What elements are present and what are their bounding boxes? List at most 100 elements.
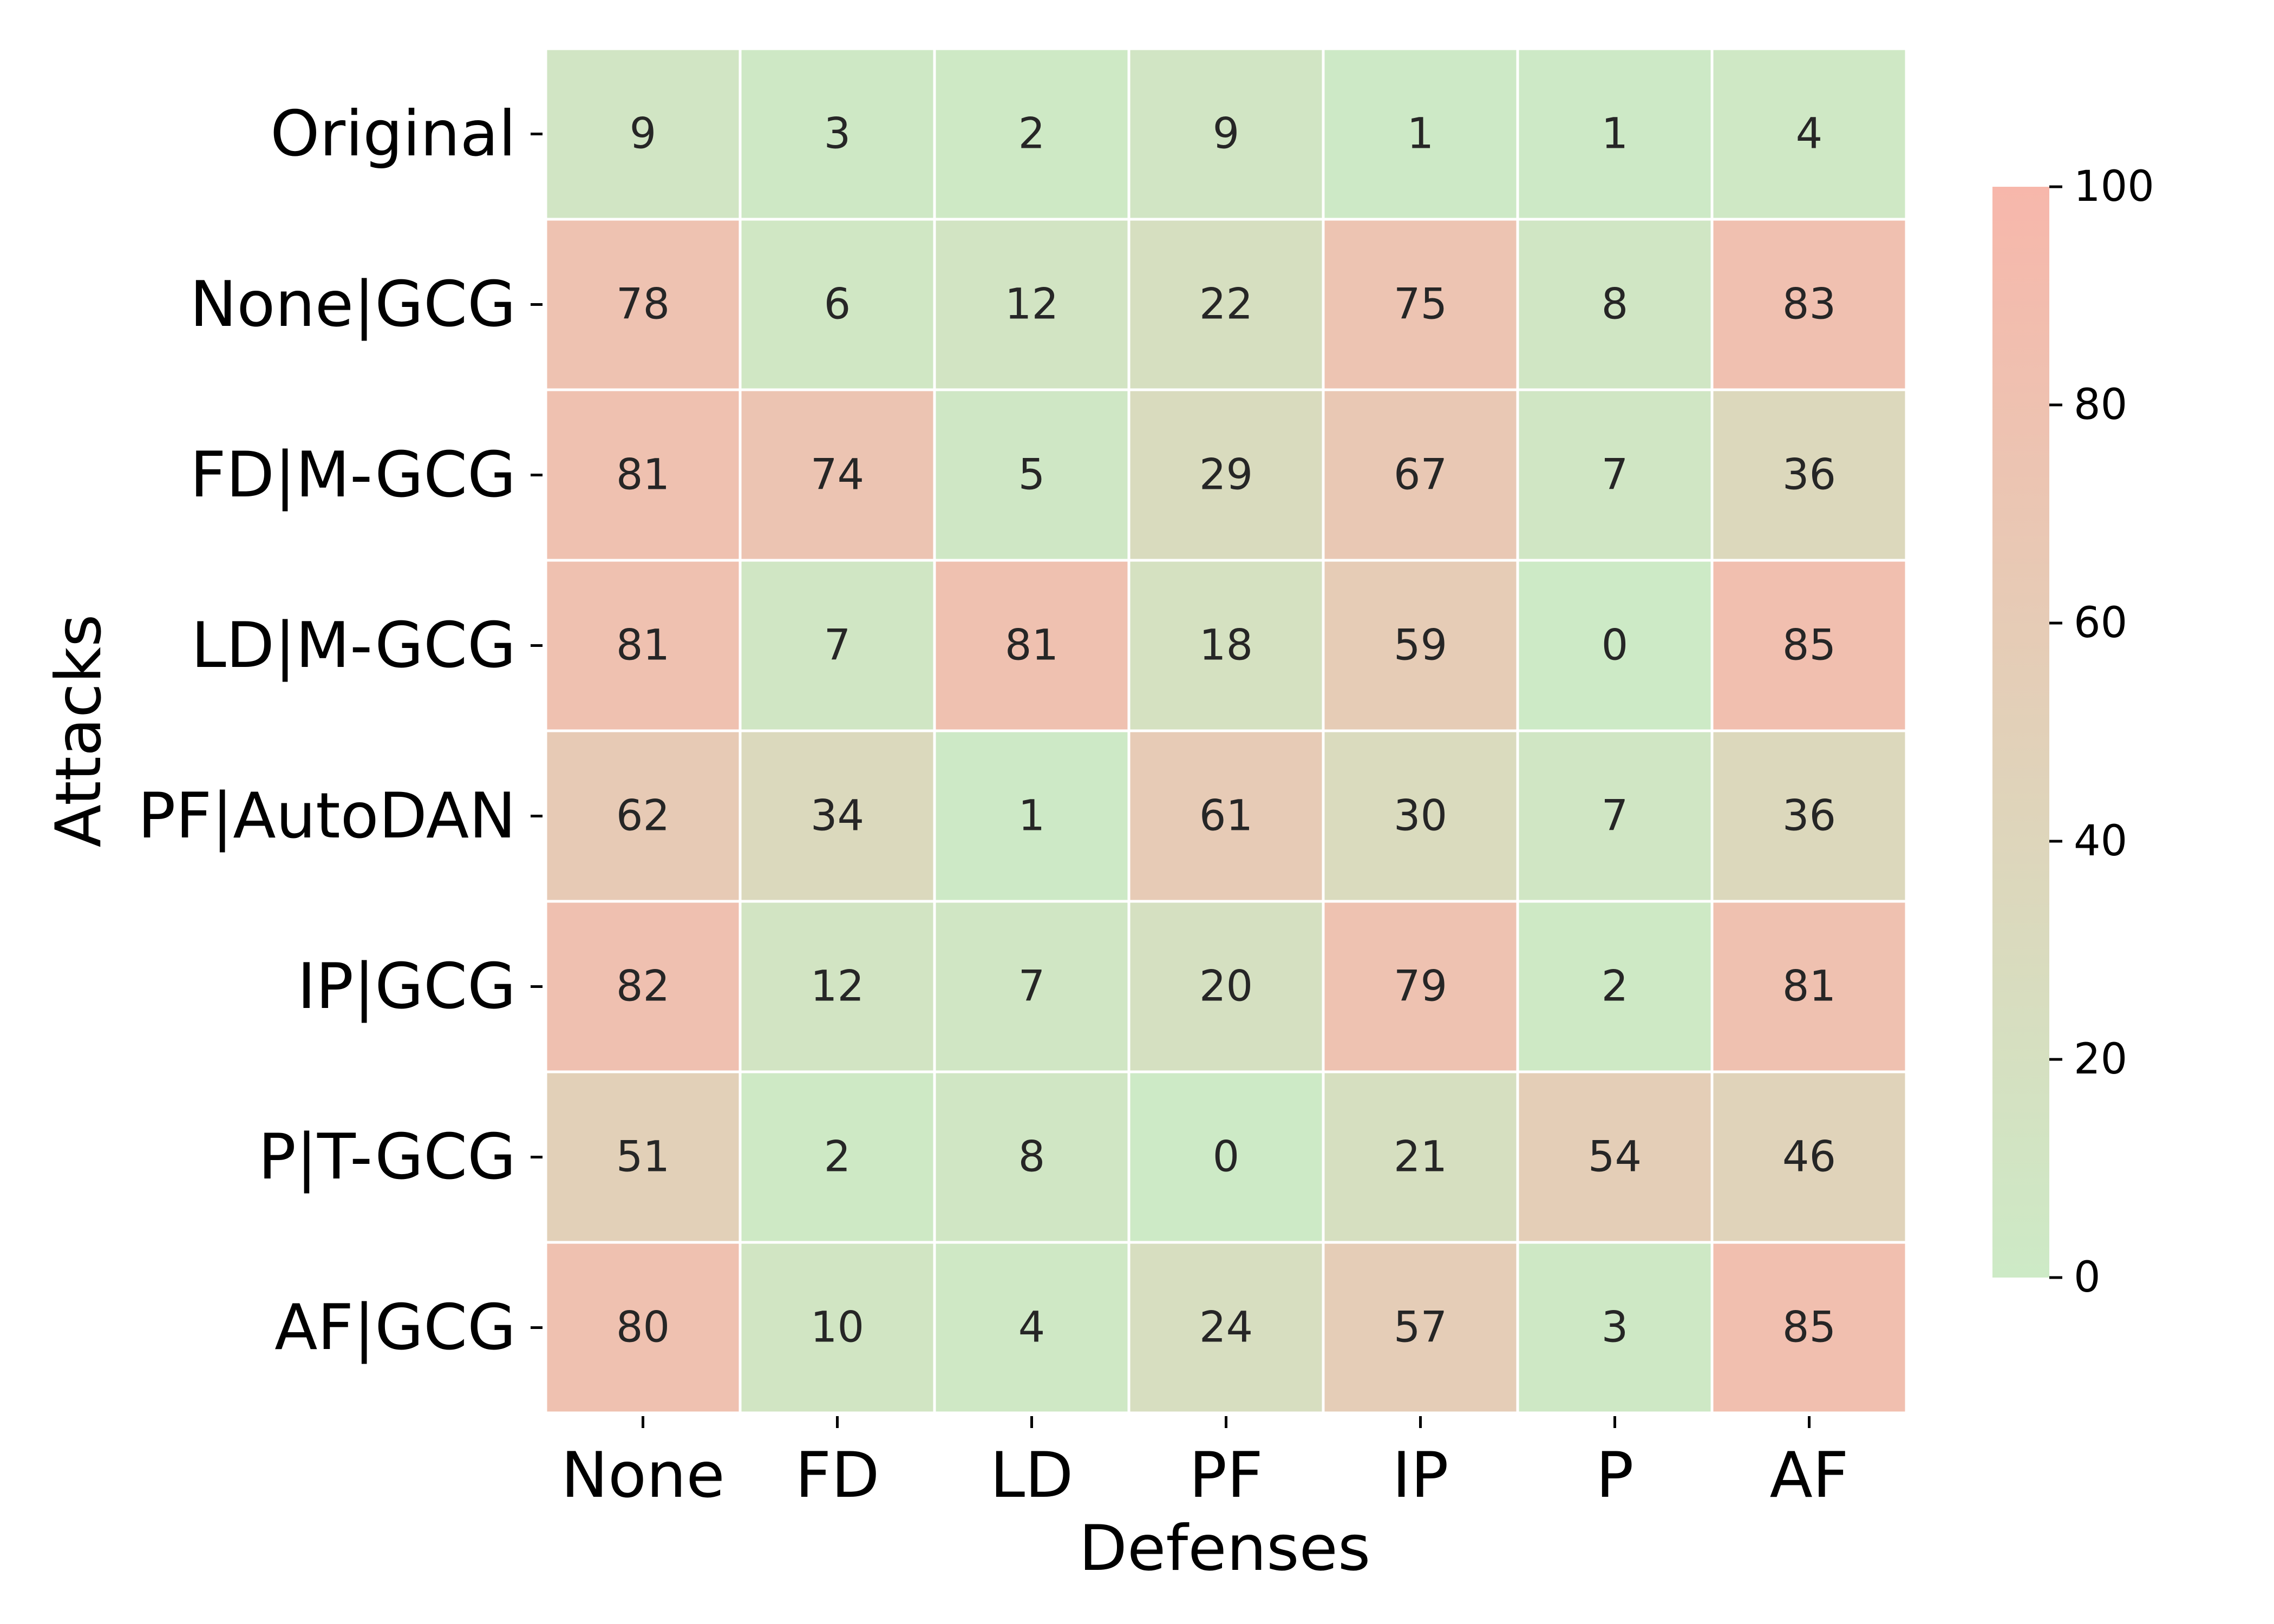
x-tick-label: IP bbox=[1392, 1439, 1448, 1512]
cell-value-label: 36 bbox=[1782, 451, 1836, 500]
cell-value-label: 1 bbox=[1407, 110, 1434, 159]
heatmap-cell bbox=[739, 559, 936, 732]
cell-value-label: 9 bbox=[630, 110, 657, 159]
cell-value-label: 10 bbox=[811, 1304, 864, 1352]
cell-value-label: 12 bbox=[811, 962, 864, 1011]
cell-value-label: 21 bbox=[1394, 1133, 1447, 1182]
heatmap-cell bbox=[1127, 1070, 1325, 1244]
cell-value-label: 0 bbox=[1602, 621, 1629, 670]
heatmap-cell bbox=[544, 900, 742, 1073]
heatmap-cell bbox=[1710, 559, 1908, 732]
heatmap-cell bbox=[1322, 388, 1519, 562]
cell-value-label: 7 bbox=[1602, 451, 1629, 500]
heatmap-cell bbox=[739, 1241, 936, 1415]
heatmap-cell bbox=[933, 47, 1131, 221]
x-tick-label: LD bbox=[990, 1439, 1074, 1512]
cell-value-label: 6 bbox=[824, 280, 851, 329]
y-tick-label: LD|M-GCG bbox=[191, 609, 516, 682]
heatmap-cell bbox=[933, 729, 1131, 903]
heatmap-cell bbox=[1127, 47, 1325, 221]
cell-value-label: 54 bbox=[1588, 1133, 1642, 1182]
heatmap-cell bbox=[1516, 1241, 1714, 1415]
heatmap-cell bbox=[1322, 218, 1519, 391]
cell-value-label: 7 bbox=[1602, 792, 1629, 841]
cell-value-label: 18 bbox=[1199, 621, 1253, 670]
y-axis: Original None|GCG FD|M-GCG LD|M-GCG PF|AutoD… bbox=[138, 97, 543, 1364]
cell-value-label: 82 bbox=[616, 962, 670, 1011]
y-tick-label: None|GCG bbox=[190, 268, 517, 341]
cell-value-label: 29 bbox=[1199, 451, 1253, 500]
cell-value-label: 3 bbox=[1602, 1304, 1629, 1352]
y-tick-label: P|T-GCG bbox=[258, 1121, 516, 1194]
cell-value-label: 8 bbox=[1018, 1133, 1045, 1182]
colorbar-tick-label: 40 bbox=[2074, 817, 2127, 866]
heatmap-cell bbox=[544, 1070, 742, 1244]
colorbar-tick-label: 60 bbox=[2074, 599, 2127, 647]
cell-value-label: 7 bbox=[824, 621, 851, 670]
cell-value-label: 81 bbox=[616, 451, 670, 500]
x-axis: None FD LD PF IP P AF bbox=[561, 1416, 1849, 1512]
cell-value-label: 57 bbox=[1394, 1304, 1447, 1352]
heatmap-cell bbox=[739, 388, 936, 562]
heatmap-cell bbox=[544, 47, 742, 221]
heatmap-cell bbox=[1322, 1241, 1519, 1415]
heatmap-cell bbox=[1516, 47, 1714, 221]
cell-value-label: 7 bbox=[1018, 962, 1045, 1011]
cell-value-label: 5 bbox=[1018, 451, 1045, 500]
cell-value-label: 81 bbox=[1005, 621, 1058, 670]
cell-value-label: 30 bbox=[1394, 792, 1447, 841]
cell-value-label: 8 bbox=[1602, 280, 1629, 329]
cell-value-label: 78 bbox=[616, 280, 670, 329]
heatmap-cell bbox=[933, 900, 1131, 1073]
cell-value-label: 36 bbox=[1782, 792, 1836, 841]
cell-value-label: 1 bbox=[1018, 792, 1045, 841]
heatmap-cell bbox=[1322, 900, 1519, 1073]
heatmap-cell bbox=[739, 900, 936, 1073]
heatmap-cell bbox=[1127, 1241, 1325, 1415]
y-tick-label: IP|GCG bbox=[297, 950, 516, 1023]
cell-value-label: 81 bbox=[616, 621, 670, 670]
heatmap-cell bbox=[544, 729, 742, 903]
cell-value-label: 20 bbox=[1199, 962, 1253, 1011]
cell-value-label: 85 bbox=[1782, 621, 1836, 670]
cell-value-label: 9 bbox=[1213, 110, 1240, 159]
x-tick-label: None bbox=[561, 1439, 725, 1512]
colorbar-gradient bbox=[1992, 187, 2049, 1278]
y-axis-title: Attacks bbox=[42, 614, 115, 848]
cell-value-label: 0 bbox=[1213, 1133, 1240, 1182]
heatmap-cell bbox=[1516, 559, 1714, 732]
cell-value-label: 80 bbox=[616, 1304, 670, 1352]
heatmap-cell bbox=[1127, 559, 1325, 732]
heatmap-cell bbox=[1516, 1070, 1714, 1244]
x-tick-label: P bbox=[1596, 1439, 1634, 1512]
cell-value-label: 85 bbox=[1782, 1304, 1836, 1352]
cell-value-label: 46 bbox=[1782, 1133, 1836, 1182]
heatmap-cell bbox=[544, 559, 742, 732]
cell-value-label: 74 bbox=[811, 451, 864, 500]
cell-value-label: 12 bbox=[1005, 280, 1058, 329]
heatmap-cell bbox=[1710, 218, 1908, 391]
x-axis-title: Defenses bbox=[1079, 1512, 1371, 1585]
colorbar-tick-label: 100 bbox=[2074, 162, 2154, 211]
heatmap-cell bbox=[1322, 1070, 1519, 1244]
cell-value-label: 4 bbox=[1796, 110, 1823, 159]
colorbar: 0 20 40 60 80 100 bbox=[1992, 162, 2154, 1302]
cell-value-label: 61 bbox=[1199, 792, 1253, 841]
colorbar-tick-label: 0 bbox=[2074, 1253, 2101, 1302]
heatmap-cell bbox=[1710, 388, 1908, 562]
heatmap-cell bbox=[739, 47, 936, 221]
heatmap-cell bbox=[544, 218, 742, 391]
cell-value-label: 83 bbox=[1782, 280, 1836, 329]
cell-value-label: 59 bbox=[1394, 621, 1447, 670]
x-tick-label: AF bbox=[1769, 1439, 1848, 1512]
cell-value-label: 3 bbox=[824, 110, 851, 159]
cell-value-label: 1 bbox=[1602, 110, 1629, 159]
x-tick-label: PF bbox=[1189, 1439, 1263, 1512]
cell-value-label: 75 bbox=[1394, 280, 1447, 329]
heatmap-cell bbox=[933, 1070, 1131, 1244]
cell-value-label: 34 bbox=[811, 792, 864, 841]
cell-value-label: 67 bbox=[1394, 451, 1447, 500]
cell-value-label: 81 bbox=[1782, 962, 1836, 1011]
y-tick-label: Original bbox=[270, 97, 516, 171]
